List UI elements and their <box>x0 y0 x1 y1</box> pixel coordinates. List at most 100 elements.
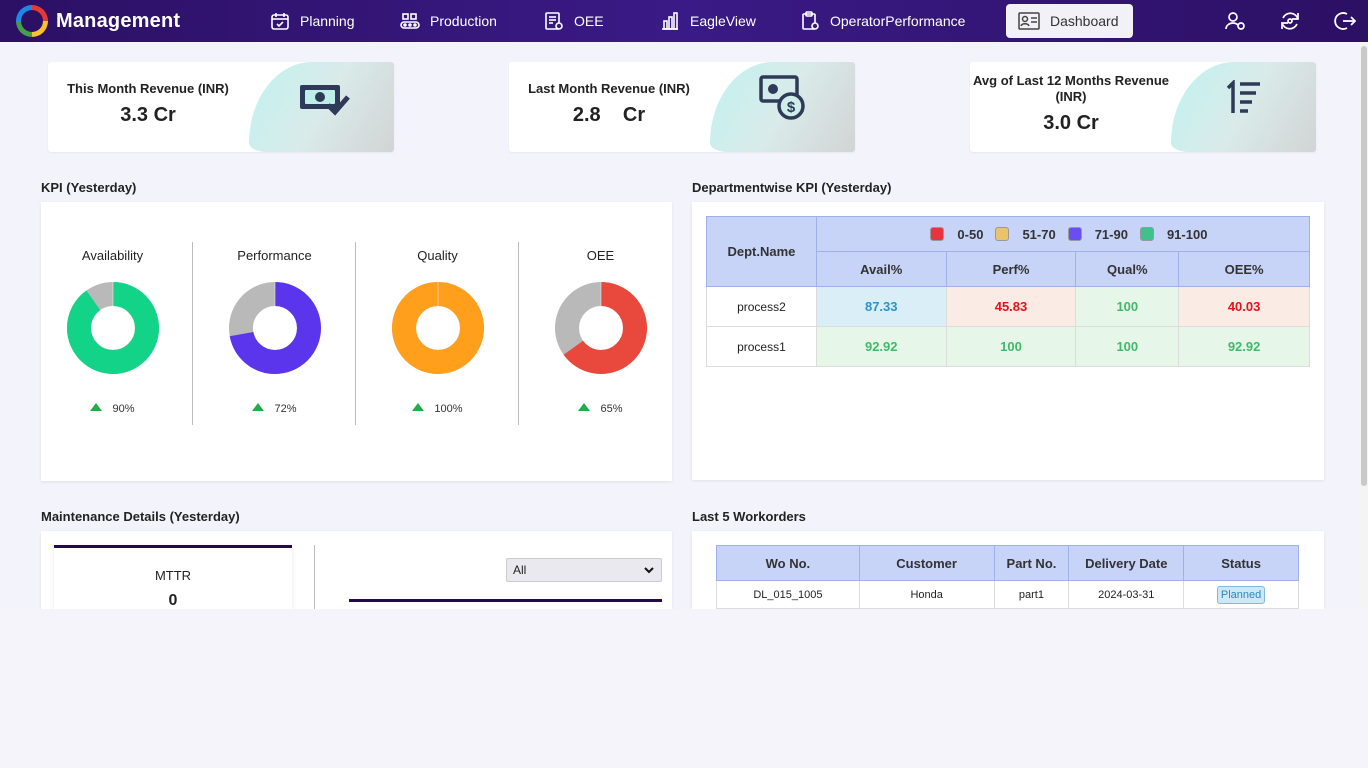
nav-operatorperformance-label: OperatorPerformance <box>830 13 966 29</box>
maintenance-filter-select[interactable]: All <box>506 558 662 582</box>
nav-dashboard[interactable]: Dashboard <box>1006 4 1133 38</box>
legend-swatch <box>1067 227 1082 241</box>
performance-donut-chart[interactable] <box>229 282 321 374</box>
dept-name-cell: process1 <box>706 326 817 367</box>
kpi-trend: 72% <box>193 403 356 415</box>
this-month-revenue-label: This Month Revenue (INR) <box>67 81 229 96</box>
chevron-down-icon <box>644 567 654 574</box>
availability-donut-chart[interactable] <box>67 282 159 374</box>
clipboard-gear-icon <box>802 11 819 30</box>
kpi-panel: Availability 90% Performance 72% Quality… <box>41 202 672 481</box>
money-dollar-icon: $ <box>759 75 805 120</box>
col-header: Customer <box>858 545 995 581</box>
value-cell: 92.92 <box>815 326 947 367</box>
kpi-quality: Quality 100% <box>356 242 519 425</box>
page-scrollbar[interactable] <box>1360 42 1368 609</box>
dept-name-cell: process2 <box>706 286 817 327</box>
mttr-label: MTTR <box>154 568 192 583</box>
trend-up-icon <box>252 403 265 411</box>
nav-dashboard-label: Dashboard <box>1050 13 1119 29</box>
workorders-table: Wo No. Customer Part No. Delivery Date S… <box>716 545 1299 609</box>
bar-chart-icon <box>662 12 678 30</box>
legend-label: 71-90 <box>1094 226 1128 242</box>
conveyor-icon <box>400 13 420 29</box>
kpi-trend: 90% <box>31 403 194 415</box>
oee-donut-chart[interactable] <box>555 282 647 374</box>
part-cell: part1 <box>993 580 1070 609</box>
value-cell: 100 <box>945 326 1077 367</box>
legend-label: 51-70 <box>1022 226 1056 242</box>
trend-up-icon <box>578 403 591 411</box>
trend-up-icon <box>412 403 425 411</box>
kpi-name: Quality <box>417 248 458 263</box>
value-cell: 100 <box>1075 326 1180 367</box>
legend-label: 91-100 <box>1166 226 1208 242</box>
legend-swatch <box>1139 227 1154 241</box>
nav-oee-label: OEE <box>574 13 604 29</box>
legend-swatch <box>995 227 1010 241</box>
nav-eagleview[interactable]: EagleView <box>648 5 768 37</box>
wo-number-cell: DL_015_1005 <box>716 580 860 609</box>
legend-swatch <box>930 227 945 241</box>
maintenance-title: Maintenance Details (Yesterday) <box>41 509 240 524</box>
kpi-trend: 65% <box>519 403 682 415</box>
nav-oee[interactable]: OEE <box>532 5 616 37</box>
legend-label: 0-50 <box>957 226 984 242</box>
mttr-card: MTTR 0 <box>54 545 292 615</box>
chart-header-bar <box>349 599 662 602</box>
app-title: Management <box>56 9 181 32</box>
kpi-name: Availability <box>81 248 144 263</box>
value-cell: 45.83 <box>945 286 1077 327</box>
svg-text:$: $ <box>787 99 796 116</box>
legend-header: 0-50 51-70 71-90 91-100 <box>815 216 1311 252</box>
col-header: Perf% <box>945 251 1077 287</box>
last-month-revenue-card: Last Month Revenue (INR) 2.8 Cr $ <box>509 62 855 152</box>
brand[interactable]: Management <box>16 5 180 37</box>
avg-revenue-value: 3.0 Cr <box>1043 112 1099 134</box>
empty-area <box>0 609 1368 768</box>
avg-revenue-label-line2: (INR) <box>1055 89 1087 104</box>
refresh-icon[interactable] <box>1279 10 1301 32</box>
avg-revenue-label-line1: Avg of Last 12 Months Revenue <box>973 73 1169 88</box>
table-row[interactable]: DL_015_1005 Honda part1 2024-03-31 Plann… <box>716 580 1299 609</box>
calendar-icon <box>271 13 289 30</box>
last-month-revenue-label: Last Month Revenue (INR) <box>528 81 690 96</box>
col-header: Qual% <box>1075 251 1180 287</box>
kpi-trend-value: 72% <box>274 403 297 415</box>
nav-planning-label: Planning <box>300 13 355 29</box>
col-header: Wo No. <box>716 545 860 581</box>
kpi-legend: 0-50 51-70 71-90 91-100 <box>817 227 1309 242</box>
kpi-performance: Performance 72% <box>193 242 356 425</box>
logout-icon[interactable] <box>1334 10 1356 32</box>
scrollbar-thumb[interactable] <box>1361 46 1367 486</box>
nav-planning[interactable]: Planning <box>258 5 367 37</box>
kpi-availability: Availability 90% <box>31 242 194 425</box>
value-cell: 40.03 <box>1178 286 1310 327</box>
user-settings-icon[interactable] <box>1225 10 1247 32</box>
maintenance-divider <box>314 545 315 615</box>
dept-kpi-panel: Dept.Name 0-50 51-70 71-90 91-100 Avail%… <box>692 202 1324 480</box>
kpi-divider <box>355 242 356 425</box>
nav-operatorperformance[interactable]: OperatorPerformance <box>788 5 977 37</box>
gear-logo-icon <box>16 5 48 37</box>
kpi-title: KPI (Yesterday) <box>41 180 137 195</box>
kpi-trend-value: 100% <box>434 403 463 415</box>
status-cell: Planned <box>1183 580 1299 609</box>
dept-name-header: Dept.Name <box>706 216 817 287</box>
kpi-trend-value: 65% <box>600 403 623 415</box>
col-header: OEE% <box>1178 251 1310 287</box>
sort-numeric-icon <box>1226 80 1260 113</box>
trend-up-icon <box>90 403 103 411</box>
avg-12-months-revenue-card: Avg of Last 12 Months Revenue (INR) 3.0 … <box>970 62 1316 152</box>
kpi-divider <box>518 242 519 425</box>
dept-kpi-table: Dept.Name 0-50 51-70 71-90 91-100 Avail%… <box>706 216 1311 367</box>
nav-production[interactable]: Production <box>388 5 509 37</box>
status-badge: Planned <box>1216 585 1266 604</box>
value-cell: 100 <box>1075 286 1180 327</box>
this-month-revenue-value: 3.3 Cr <box>120 104 176 126</box>
quality-donut-chart[interactable] <box>392 282 484 374</box>
col-header: Part No. <box>993 545 1070 581</box>
customer-cell: Honda <box>858 580 995 609</box>
report-settings-icon <box>545 12 563 30</box>
kpi-oee: OEE 65% <box>519 242 682 425</box>
